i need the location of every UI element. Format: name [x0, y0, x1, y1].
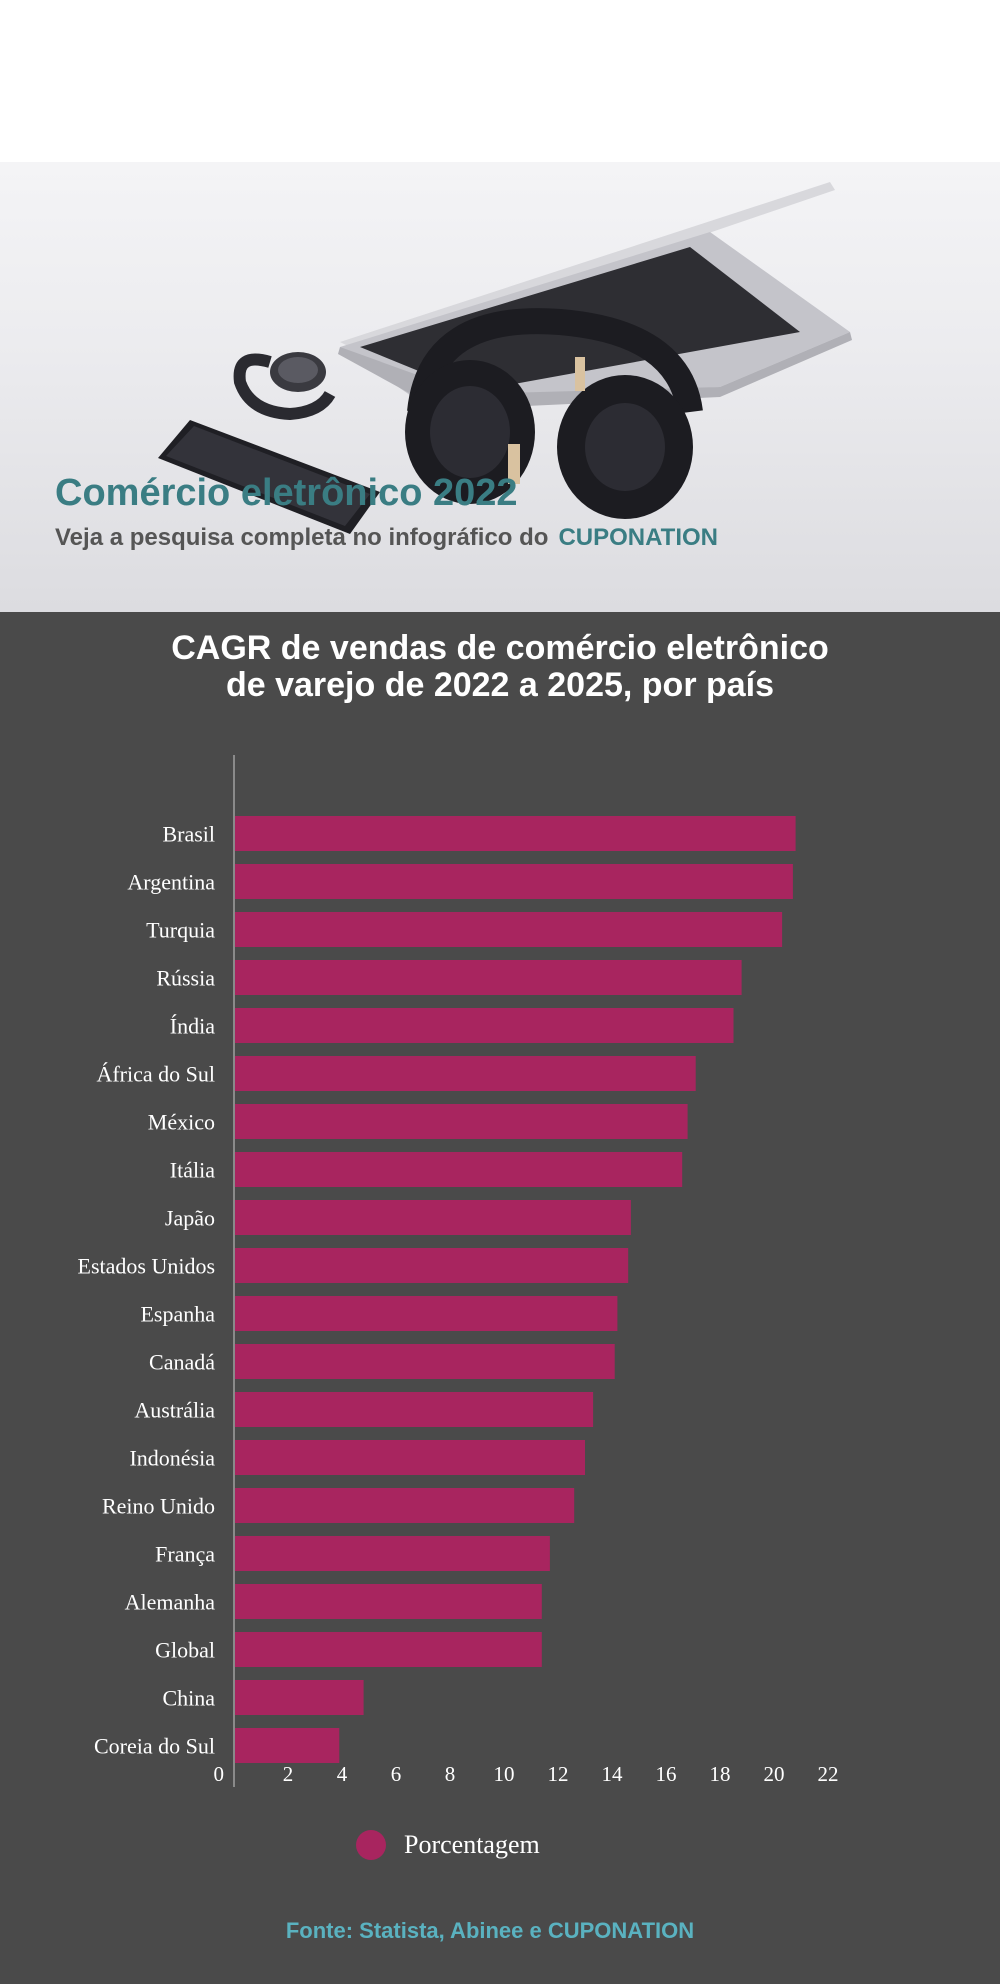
- x-tick-label: 14: [602, 1762, 624, 1786]
- category-label: China: [162, 1686, 215, 1711]
- laptop-front-edge: [338, 332, 852, 410]
- headphones-band: [407, 308, 703, 415]
- bar: [235, 864, 793, 899]
- chart-title-line-2: de varejo de 2022 a 2025, por país: [225, 666, 775, 704]
- x-tick-label: 4: [337, 1762, 348, 1786]
- x-tick-label: 16: [656, 1762, 677, 1786]
- phone-back: [166, 426, 370, 526]
- headphones-right-cushion: [585, 403, 665, 491]
- x-tick-label: 22: [818, 1762, 839, 1786]
- x-tick-label: 20: [764, 1762, 785, 1786]
- hero-title: Comércio eletrônico 2022: [55, 472, 518, 514]
- category-label: Rússia: [156, 966, 215, 991]
- hero-subtitle-text: Veja a pesquisa completa no infográfico …: [55, 524, 549, 551]
- category-label: Reino Unido: [102, 1494, 215, 1519]
- x-tick-label: 0: [214, 1762, 225, 1786]
- bar: [235, 1104, 688, 1139]
- bar: [235, 1344, 615, 1379]
- chart-title-line-1: CAGR de vendas de comércio eletrônico: [171, 629, 829, 667]
- top-blank-area: [0, 0, 1000, 162]
- x-tick-label: 6: [391, 1762, 402, 1786]
- bar: [235, 1296, 618, 1331]
- watch-screen: [278, 357, 318, 383]
- headphones-left-cushion: [430, 386, 510, 478]
- category-label: Índia: [170, 1014, 215, 1039]
- bar: [235, 1680, 364, 1715]
- hero-subtitle: Veja a pesquisa completa no infográfico …: [55, 524, 718, 552]
- category-label: Coreia do Sul: [94, 1734, 215, 1759]
- chart-title: CAGR de vendas de comércio eletrônico de…: [0, 630, 1000, 704]
- category-label: Turquia: [146, 918, 215, 943]
- headphones-slider-left: [508, 444, 520, 484]
- category-label: Estados Unidos: [78, 1254, 216, 1279]
- x-tick-label: 8: [445, 1762, 456, 1786]
- legend-swatch: [356, 1830, 386, 1860]
- category-label: África do Sul: [96, 1062, 215, 1087]
- hero-brand: CUPONATION: [558, 524, 719, 551]
- bar: [235, 1632, 542, 1667]
- category-label: Itália: [170, 1158, 215, 1183]
- bar: [235, 1248, 629, 1283]
- bar: [235, 1728, 340, 1763]
- hero-photo-illustration: [158, 182, 852, 534]
- category-label: Argentina: [127, 870, 215, 895]
- hero-banner: Comércio eletrônico 2022 Veja a pesquisa…: [0, 162, 1000, 612]
- x-tick-label: 2: [283, 1762, 294, 1786]
- bar: [235, 1392, 594, 1427]
- bar: [235, 1440, 585, 1475]
- bar: [235, 1488, 575, 1523]
- source-note: Fonte: Statista, Abinee e CUPONATION: [285, 1918, 695, 1943]
- category-label: França: [155, 1542, 215, 1567]
- headphones-slider-right: [575, 357, 585, 391]
- bar: [235, 1584, 542, 1619]
- x-tick-label: 12: [548, 1762, 569, 1786]
- bar: [235, 1200, 631, 1235]
- category-label: Japão: [165, 1206, 215, 1231]
- legend-label: Porcentagem: [404, 1830, 540, 1859]
- category-label: Austrália: [134, 1398, 215, 1423]
- category-label: Espanha: [140, 1302, 215, 1327]
- bar: [235, 960, 742, 995]
- chart-legend: Porcentagem: [356, 1830, 540, 1860]
- chart-panel: CAGR de vendas de comércio eletrônico de…: [0, 612, 1000, 1984]
- category-label: Brasil: [162, 822, 215, 847]
- bar: [235, 1056, 696, 1091]
- category-label: México: [148, 1110, 215, 1135]
- watch-band: [233, 353, 336, 421]
- bar-chart: Brasil Argentina Turquia Rússia Índia África …: [78, 755, 839, 1787]
- x-tick-label: 18: [710, 1762, 731, 1786]
- bar: [235, 1152, 683, 1187]
- category-label: Canadá: [149, 1350, 215, 1375]
- category-label: Global: [155, 1638, 215, 1663]
- category-label: Alemanha: [125, 1590, 216, 1615]
- category-label: Indonésia: [129, 1446, 215, 1471]
- x-tick-label: 10: [494, 1762, 515, 1786]
- bar: [235, 816, 796, 851]
- bar: [235, 1536, 550, 1571]
- bar: [235, 912, 783, 947]
- bar: [235, 1008, 734, 1043]
